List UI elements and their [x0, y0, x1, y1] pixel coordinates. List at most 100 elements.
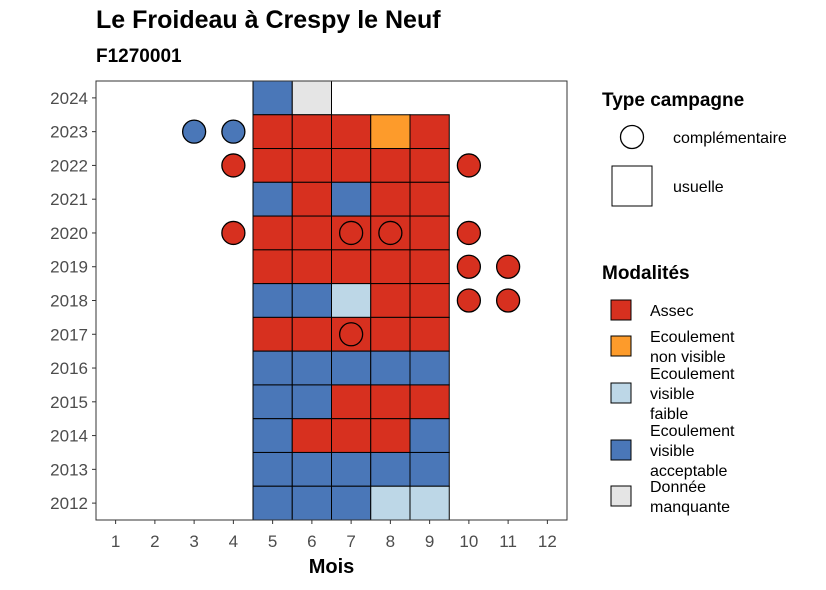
y-tick-label: 2012	[50, 494, 88, 513]
tile-2015-7	[331, 384, 372, 420]
tile-2015-9	[409, 384, 450, 420]
tile-2023-7	[331, 114, 372, 150]
tile-2022-9	[409, 148, 450, 183]
tile-2015-6	[291, 384, 332, 420]
legend-swatch-M	[610, 485, 632, 507]
tile-2024-6	[291, 80, 332, 116]
tile-2015-8	[370, 384, 411, 420]
tile-2012-7	[331, 485, 372, 521]
legend-swatch-A	[610, 299, 632, 321]
point-2023-4	[221, 119, 246, 144]
x-tick-label: 9	[425, 532, 434, 551]
y-tick-label: 2024	[50, 89, 88, 108]
tile-2018-7	[331, 283, 372, 318]
point-2023-3	[181, 119, 207, 144]
tile-2012-6	[291, 485, 332, 521]
y-tick-label: 2022	[50, 156, 88, 175]
tile-2018-6	[291, 283, 332, 318]
tile-2016-7	[331, 350, 372, 386]
legend-mod-label: visible	[650, 386, 695, 403]
point-2019-10	[456, 254, 482, 279]
point-2017-7	[338, 322, 364, 347]
x-tick-label: 8	[386, 532, 395, 551]
x-tick-label: 5	[268, 532, 277, 551]
tile-2018-5	[252, 283, 293, 318]
tile-2014-8	[370, 418, 411, 453]
tile-2016-8	[370, 350, 411, 386]
tile-2020-5	[252, 215, 293, 251]
tile-2023-6	[291, 114, 332, 150]
tile-2021-9	[409, 181, 450, 217]
tile-2021-6	[291, 181, 332, 217]
tile-2017-6	[291, 316, 332, 352]
legend-mod-label: Donnée	[650, 479, 706, 496]
point-2022-10	[456, 153, 482, 178]
tile-2016-6	[291, 350, 332, 386]
legend-mod-label: Ecoulement	[650, 423, 735, 440]
legend-mod-label: manquante	[650, 499, 730, 516]
tile-2013-9	[409, 451, 450, 487]
tile-2014-6	[291, 418, 332, 453]
tile-2012-9	[409, 485, 450, 521]
tile-2012-8	[370, 485, 411, 521]
tile-2019-5	[252, 249, 293, 285]
legend-mod-title: Modalités	[602, 263, 690, 284]
tile-2024-5	[252, 80, 293, 116]
tile-2022-8	[370, 148, 411, 183]
tile-2018-9	[409, 283, 450, 318]
legend-type-label: usuelle	[673, 179, 724, 196]
tile-2019-6	[291, 249, 332, 285]
legend-square-key	[611, 165, 653, 207]
tile-2016-5	[252, 350, 293, 386]
tile-2019-7	[331, 249, 372, 285]
legend-mod-label: Ecoulement	[650, 329, 735, 346]
x-tick-label: 3	[189, 532, 198, 551]
tile-2017-5	[252, 316, 293, 352]
x-tick-label: 1	[111, 532, 120, 551]
x-tick-label: 12	[538, 532, 557, 551]
tile-2012-5	[252, 485, 293, 521]
y-tick-label: 2013	[50, 460, 88, 479]
tile-2014-9	[409, 418, 450, 453]
tile-2018-8	[370, 283, 411, 318]
tile-2023-8	[370, 114, 411, 150]
y-tick-label: 2021	[50, 190, 88, 209]
y-tick-label: 2019	[50, 258, 88, 277]
point-2020-7	[338, 220, 364, 246]
tile-2019-9	[409, 249, 450, 285]
tile-2023-5	[252, 114, 293, 150]
tile-2017-8	[370, 316, 411, 352]
chart-subtitle: F1270001	[96, 46, 182, 67]
tile-2014-5	[252, 418, 293, 453]
tile-2017-9	[409, 316, 450, 352]
legend-mod-label: Assec	[650, 303, 694, 320]
legend-mod-label: acceptable	[650, 463, 727, 480]
y-tick-label: 2018	[50, 292, 88, 311]
point-2018-10	[456, 288, 482, 313]
tile-2013-6	[291, 451, 332, 487]
legend-type-label: complémentaire	[673, 130, 787, 147]
x-tick-label: 7	[346, 532, 355, 551]
tile-2015-5	[252, 384, 293, 420]
y-tick-label: 2023	[50, 123, 88, 142]
y-tick-label: 2017	[50, 325, 88, 344]
point-2020-10	[456, 220, 482, 246]
y-tick-label: 2016	[50, 359, 88, 378]
point-2020-4	[221, 220, 246, 246]
tile-2021-7	[331, 181, 372, 217]
tile-2013-5	[252, 451, 293, 487]
y-tick-label: 2020	[50, 224, 88, 243]
x-axis-title: Mois	[309, 556, 355, 578]
tile-2023-9	[409, 114, 450, 150]
tile-2021-5	[252, 181, 293, 217]
legend-mod-label: Ecoulement	[650, 366, 735, 383]
point-2022-4	[221, 153, 246, 178]
x-tick-label: 11	[499, 532, 517, 551]
point-2020-8	[378, 220, 403, 246]
tile-2014-7	[331, 418, 372, 453]
tile-2021-8	[370, 181, 411, 217]
tile-2022-7	[331, 148, 372, 183]
legend-mod-label: faible	[650, 406, 688, 423]
tile-2022-5	[252, 148, 293, 183]
